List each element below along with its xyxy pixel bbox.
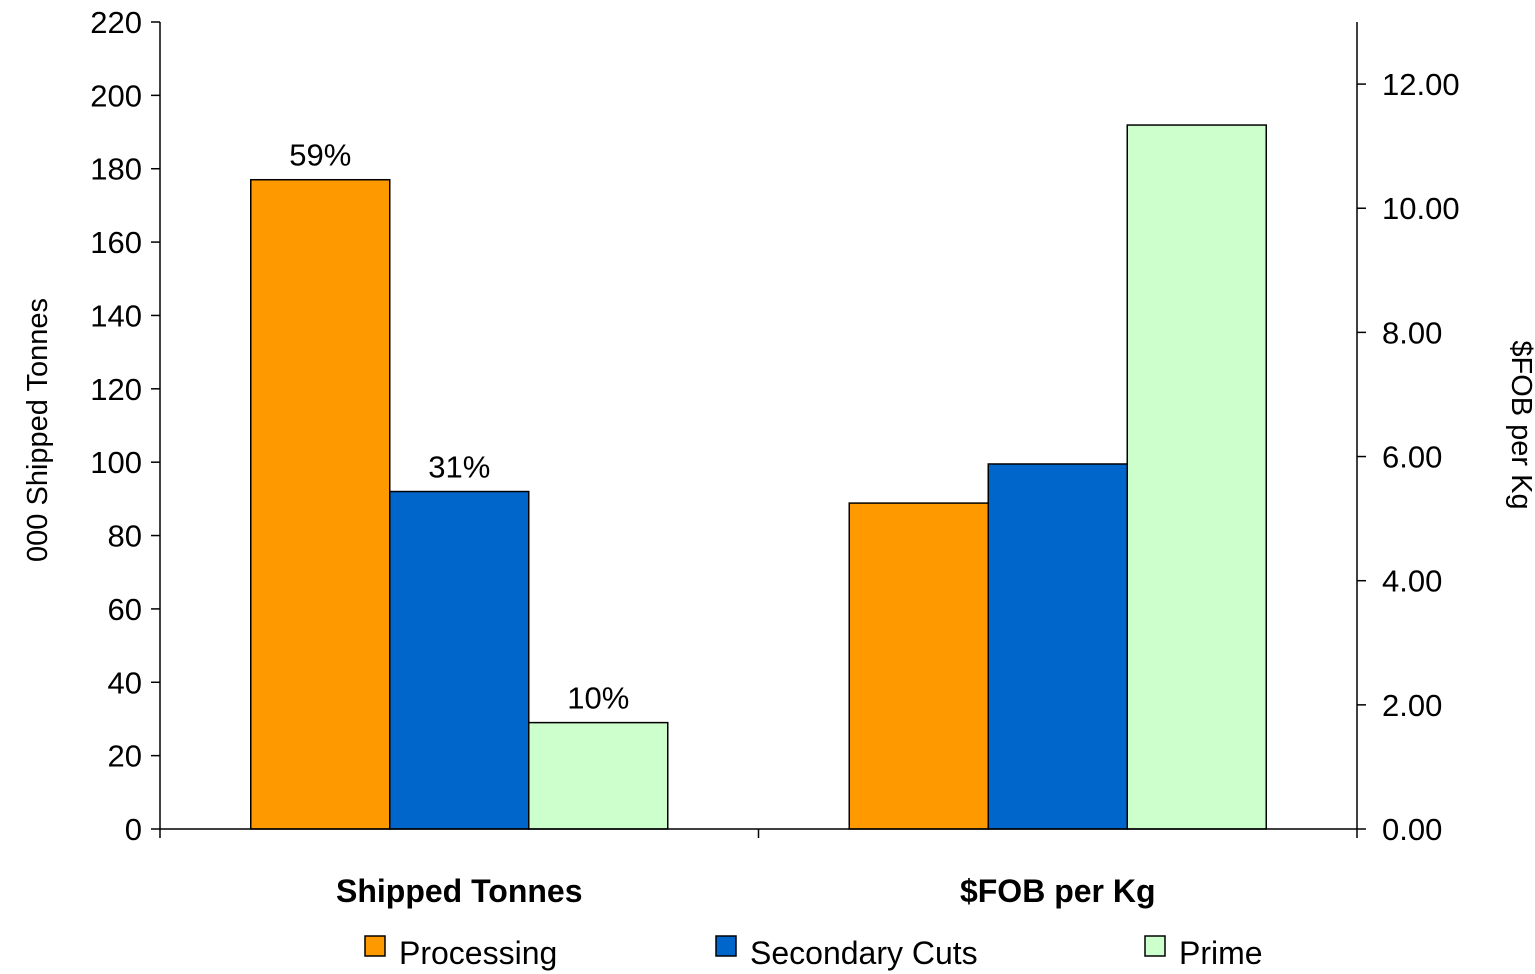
left-tick-label: 80 (108, 519, 142, 554)
right-tick-label: 2.00 (1382, 688, 1442, 723)
left-tick-label: 40 (108, 665, 142, 700)
data-label: 59% (289, 138, 351, 173)
left-tick-label: 0 (125, 812, 142, 847)
right-y-axis: 0.00 2.00 4.00 6.00 8.00 10.00 12.00 (1356, 22, 1460, 847)
legend-swatch (715, 935, 737, 957)
right-tick-label: 0.00 (1382, 812, 1442, 847)
right-axis-title: $FOB per Kg (1505, 340, 1535, 509)
right-tick-label: 6.00 (1382, 440, 1442, 475)
bar-prime (1126, 124, 1267, 830)
left-y-axis: 0 20 40 60 80 100 120 140 160 180 200 220 (90, 5, 161, 847)
right-tick-label: 12.00 (1382, 67, 1460, 102)
data-label: 10% (567, 681, 629, 716)
legend-swatch (1144, 935, 1166, 957)
left-tick-label: 160 (90, 225, 142, 260)
bar-secondary-cuts (987, 463, 1128, 830)
left-tick-label: 20 (108, 739, 142, 774)
legend-label: Prime (1179, 935, 1263, 971)
category-label: Shipped Tonnes (336, 873, 583, 909)
legend: Processing Secondary Cuts Prime (364, 935, 1263, 971)
left-tick-label: 60 (108, 592, 142, 627)
right-tick-label: 8.00 (1382, 315, 1442, 350)
right-tick-label: 4.00 (1382, 564, 1442, 599)
data-label: 31% (428, 450, 490, 485)
left-axis-title: 000 Shipped Tonnes (22, 298, 54, 562)
left-tick-label: 180 (90, 152, 142, 187)
legend-swatch (364, 935, 386, 957)
bar-secondary-cuts (389, 490, 530, 830)
left-tick-label: 140 (90, 298, 142, 333)
bar-prime (528, 721, 669, 830)
category-label: $FOB per Kg (960, 873, 1156, 909)
plot-area: 59% 31% 10% (250, 124, 1267, 830)
right-tick-label: 10.00 (1382, 191, 1460, 226)
left-tick-label: 220 (90, 5, 142, 40)
left-tick-label: 100 (90, 445, 142, 480)
left-tick-label: 200 (90, 78, 142, 113)
left-tick-label: 120 (90, 372, 142, 407)
legend-label: Secondary Cuts (750, 935, 978, 971)
legend-label: Processing (399, 935, 557, 971)
x-axis: Shipped Tonnes $FOB per Kg (159, 828, 1358, 909)
bar-processing (250, 178, 391, 830)
bar-processing (848, 502, 989, 830)
